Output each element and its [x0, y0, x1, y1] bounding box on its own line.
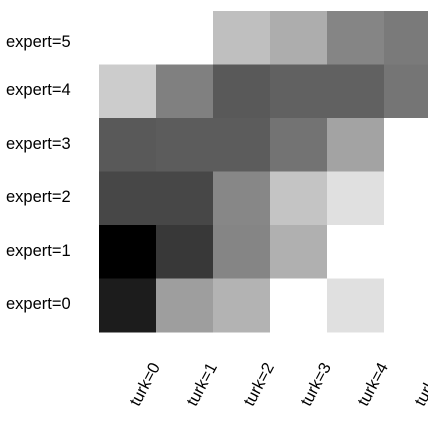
- heatmap-cell: [156, 171, 214, 226]
- heatmap-cell: [384, 278, 428, 333]
- heatmap-cell: [270, 171, 328, 226]
- heatmap-cell: [327, 225, 385, 279]
- heatmap-cell: [327, 171, 385, 226]
- heatmap-cell: [384, 225, 428, 279]
- y-tick-label: expert=0: [6, 295, 71, 313]
- heatmap-cell: [270, 225, 328, 279]
- heatmap-cell: [156, 225, 214, 279]
- heatmap-cell: [156, 64, 214, 119]
- heatmap-cell: [156, 118, 214, 172]
- heatmap-cell: [384, 171, 428, 226]
- heatmap-cell: [327, 118, 385, 172]
- heatmap-cell: [99, 171, 157, 226]
- heatmap-cell: [213, 11, 271, 65]
- heatmap-cell: [270, 278, 328, 333]
- heatmap-cell: [327, 11, 385, 65]
- heatmap-cell: [156, 11, 214, 65]
- y-tick-label: expert=1: [6, 242, 71, 260]
- heatmap-cell: [327, 64, 385, 119]
- heatmap-cell: [156, 278, 214, 333]
- heatmap-cell: [99, 11, 157, 65]
- heatmap-cell: [270, 11, 328, 65]
- heatmap-cell: [384, 64, 428, 119]
- y-tick-label: expert=3: [6, 135, 71, 153]
- heatmap-cell: [99, 64, 157, 119]
- heatmap-cell: [99, 118, 157, 172]
- heatmap-cell: [213, 118, 271, 172]
- y-tick-label: expert=4: [6, 81, 71, 99]
- heatmap-cell: [213, 278, 271, 333]
- y-tick-label: expert=5: [6, 33, 71, 51]
- heatmap-chart: [99, 11, 428, 333]
- heatmap-cell: [213, 225, 271, 279]
- heatmap-cell: [327, 278, 385, 333]
- heatmap-cell: [99, 225, 157, 279]
- heatmap-cell: [213, 171, 271, 226]
- heatmap-cell: [99, 278, 157, 333]
- heatmap-cell: [270, 64, 328, 119]
- heatmap-cell: [384, 118, 428, 172]
- heatmap-cell: [270, 118, 328, 172]
- heatmap-cell: [213, 64, 271, 119]
- heatmap-cell: [384, 11, 428, 65]
- y-tick-label: expert=2: [6, 188, 71, 206]
